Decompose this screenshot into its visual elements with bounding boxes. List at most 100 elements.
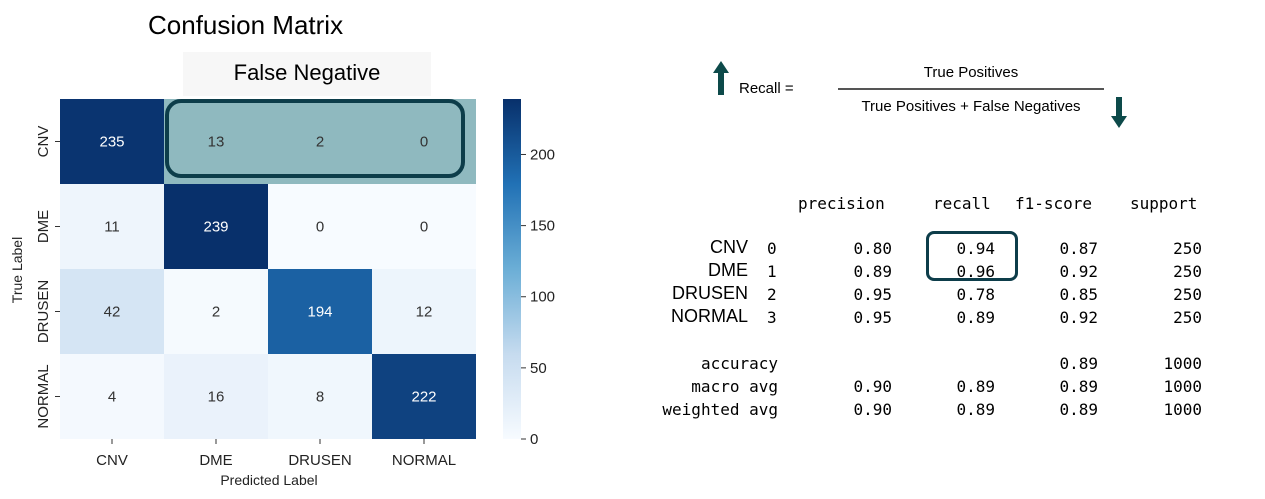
report-f1-score: 0.92 — [1059, 262, 1098, 281]
report-class-name: DRUSEN — [671, 283, 748, 303]
colorbar — [503, 99, 521, 439]
heatmap-cell — [164, 99, 268, 184]
report-f1-score: 0.85 — [1059, 285, 1098, 304]
formula-fraction-line — [838, 88, 1104, 90]
report-support: 250 — [1173, 285, 1202, 304]
report-support: 1000 — [1163, 400, 1202, 419]
heatmap-cell-labels: 235 13 2 0 11 239 0 0 42 2 194 12 4 16 8 222 — [99, 134, 436, 406]
report-summary-name: macro avg — [691, 377, 778, 396]
report-header-recall: recall — [933, 194, 991, 213]
report-class-index: 3 — [767, 308, 777, 327]
report-f1-score: 0.89 — [1059, 354, 1098, 373]
heatmap-cell-label: 13 — [208, 134, 225, 151]
report-recall: 0.89 — [956, 377, 995, 396]
heatmap-cell — [268, 184, 372, 269]
report-header-support: support — [1130, 194, 1198, 213]
heatmap-cell — [60, 269, 164, 354]
report-class-name: CNV — [709, 237, 748, 257]
report-precision: 0.95 — [853, 285, 892, 304]
report-support: 1000 — [1163, 354, 1202, 373]
y-tick-label: NORMAL — [35, 364, 52, 428]
report-f1-score: 0.89 — [1059, 377, 1098, 396]
colorbar-tick-label: 50 — [530, 360, 547, 377]
false-negative-label-background — [183, 52, 431, 96]
false-negative-down-arrow-icon — [1111, 97, 1127, 128]
heatmap-cell-label: 0 — [420, 134, 428, 151]
report-recall: 0.94 — [956, 239, 995, 258]
report-recall: 0.89 — [956, 400, 995, 419]
recall-up-arrow-icon — [713, 61, 729, 95]
heatmap-cell-label: 16 — [208, 389, 225, 406]
y-axis-ticks: CNV DME DRUSEN NORMAL — [35, 126, 60, 429]
y-axis-label: True Label — [9, 237, 25, 303]
heatmap-cell — [268, 99, 372, 184]
x-axis-label: Predicted Label — [220, 472, 317, 488]
x-tick-label: DME — [199, 452, 232, 469]
heatmap-cell-label: 11 — [104, 219, 120, 236]
report-support: 250 — [1173, 262, 1202, 281]
heatmap-cell — [60, 184, 164, 269]
colorbar-tick-label: 0 — [530, 431, 538, 448]
report-class-index: 2 — [767, 285, 777, 304]
heatmap-cell — [164, 184, 268, 269]
false-negative-highlight — [165, 99, 465, 178]
heatmap-cell-label: 194 — [307, 304, 332, 321]
recall-highlight-box — [926, 231, 1018, 281]
heatmap-cell — [372, 184, 476, 269]
colorbar-ticks: 0 50 100 150 200 — [521, 146, 555, 448]
heatmap-cells — [60, 99, 476, 439]
heatmap-cell — [268, 354, 372, 439]
report-f1-score: 0.87 — [1059, 239, 1098, 258]
heatmap-cell-label: 0 — [316, 219, 324, 236]
heatmap-cell — [372, 354, 476, 439]
report-recall: 0.96 — [956, 262, 995, 281]
heatmap-cell-label: 222 — [411, 389, 436, 406]
y-tick-label: DRUSEN — [35, 280, 52, 343]
x-tick-label: CNV — [96, 452, 128, 469]
report-class-index: 0 — [767, 239, 777, 258]
report-class-name: NORMAL — [670, 306, 748, 326]
heatmap-cell — [164, 269, 268, 354]
heatmap-cell-label: 0 — [420, 219, 428, 236]
report-precision: 0.95 — [853, 308, 892, 327]
heatmap-cell-label: 8 — [316, 389, 324, 406]
report-class-name: DME — [708, 260, 748, 280]
heatmap-cell-label: 239 — [203, 219, 228, 236]
heatmap-cell — [60, 354, 164, 439]
report-f1-score: 0.89 — [1059, 400, 1098, 419]
report-support: 1000 — [1163, 377, 1202, 396]
heatmap-cell-label: 42 — [104, 304, 121, 321]
report-support: 250 — [1173, 308, 1202, 327]
y-tick-label: DME — [35, 210, 52, 243]
heatmap-cell — [268, 269, 372, 354]
report-recall: 0.89 — [956, 308, 995, 327]
heatmap-cell-label: 12 — [416, 304, 433, 321]
heatmap-cell-label: 235 — [99, 134, 124, 151]
confusion-matrix-heatmap: 235 13 2 0 11 239 0 0 42 2 194 12 4 16 8 222 CNV DME DRUS… — [9, 99, 555, 488]
report-precision: 0.90 — [853, 400, 892, 419]
heatmap-cell-label: 4 — [108, 389, 116, 406]
heatmap-cell — [372, 269, 476, 354]
report-class-index: 1 — [767, 262, 777, 281]
x-axis-ticks: CNV DME DRUSEN NORMAL — [96, 439, 456, 469]
report-summary-name: accuracy — [700, 354, 778, 373]
formula-numerator: True Positives — [923, 64, 1019, 81]
report-precision: 0.89 — [853, 262, 892, 281]
colorbar-tick-label: 150 — [530, 218, 555, 235]
y-tick-label: CNV — [35, 126, 52, 158]
report-recall: 0.78 — [956, 285, 995, 304]
page-title: Confusion Matrix — [148, 10, 344, 40]
x-tick-label: NORMAL — [392, 452, 456, 469]
colorbar-tick-label: 200 — [530, 146, 555, 163]
report-header-f1-score: f1-score — [1015, 194, 1093, 213]
heatmap-cell-label: 2 — [212, 304, 220, 321]
formula-recall-label: Recall = — [739, 80, 794, 97]
report-precision: 0.90 — [853, 377, 892, 396]
false-negative-label: False Negative — [233, 60, 381, 85]
colorbar-tick-label: 100 — [530, 289, 555, 306]
report-f1-score: 0.92 — [1059, 308, 1098, 327]
report-precision: 0.80 — [853, 239, 892, 258]
heatmap-cell — [164, 354, 268, 439]
x-tick-label: DRUSEN — [288, 452, 351, 469]
